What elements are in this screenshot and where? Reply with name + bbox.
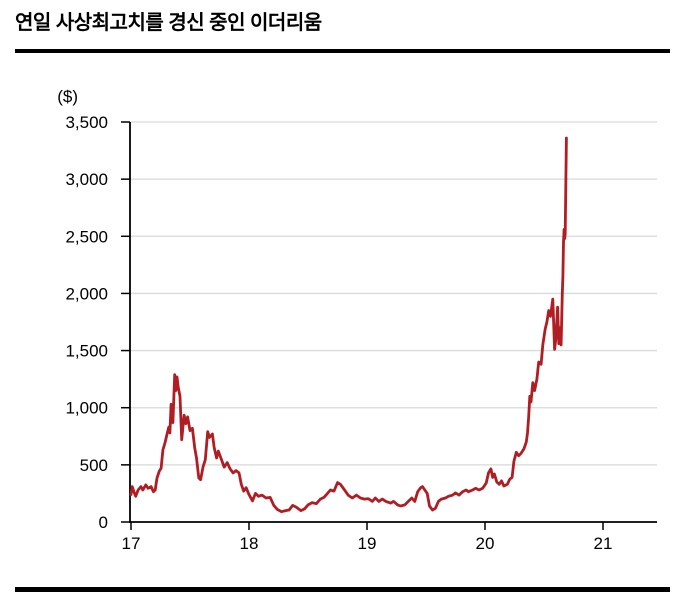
y-tick-label: 2,000	[65, 284, 108, 303]
title-divider	[15, 49, 670, 53]
y-tick-label: 0	[99, 513, 108, 532]
price-line-series	[129, 136, 568, 514]
x-tick-label: 21	[594, 534, 613, 553]
y-axis-unit-label: ($)	[57, 87, 78, 106]
y-tick-label: 3,000	[65, 170, 108, 189]
y-tick-label: 500	[80, 456, 108, 475]
y-tick-label: 1,000	[65, 399, 108, 418]
x-tick-label: 19	[358, 534, 377, 553]
x-tick-label: 17	[122, 534, 141, 553]
chart-title: 연일 사상최고치를 경신 중인 이더리움	[15, 12, 322, 34]
x-tick-label: 18	[240, 534, 259, 553]
y-tick-label: 3,500	[65, 113, 108, 132]
y-tick-label: 1,500	[65, 342, 108, 361]
x-tick-label: 20	[476, 534, 495, 553]
y-tick-label: 2,500	[65, 227, 108, 246]
footer-divider	[15, 587, 670, 592]
